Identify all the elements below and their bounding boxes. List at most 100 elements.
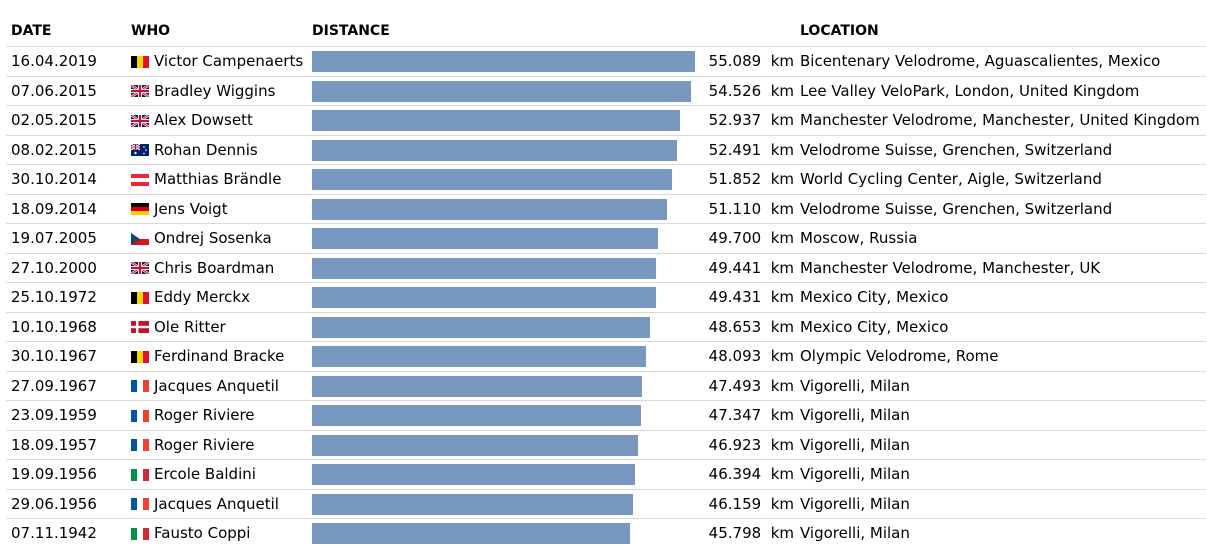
location-label: Moscow, Russia (800, 229, 918, 247)
table-row: 07.06.2015 Bradley Wiggins 54.526 km Lee Va… (6, 75, 1206, 107)
rider: Jacques Anquetil (131, 372, 279, 402)
rider-name: Ercole Baldini (154, 465, 256, 484)
date-label: 25.10.1972 (11, 288, 97, 306)
table-row: 18.09.2014 Jens Voigt 51.110 km Velodrome S… (6, 193, 1206, 225)
location-label: Vigorelli, Milan (800, 524, 910, 542)
distance-label: 49.700 km (708, 229, 794, 247)
austria-flag-icon (131, 173, 149, 186)
date-label: 30.10.1967 (11, 347, 97, 365)
distance-bar (312, 139, 677, 161)
location-label: Lee Valley VeloPark, London, United King… (800, 81, 1140, 100)
belgium-flag-icon (131, 291, 149, 304)
distance-label: 46.394 km (708, 465, 794, 483)
uk-flag-icon (131, 262, 149, 275)
australia-flag-icon (131, 144, 149, 157)
distance-label: 55.089 km (708, 52, 794, 70)
distance-label: 54.526 km (708, 81, 794, 100)
italy-flag-icon (131, 527, 149, 540)
distance-label: 46.923 km (708, 435, 794, 454)
rider-name: Eddy Merckx (154, 288, 250, 307)
distance-label: 47.347 km (708, 406, 794, 424)
date-label: 18.09.2014 (11, 199, 97, 218)
rider: Roger Riviere (131, 431, 255, 461)
france-flag-icon (131, 380, 149, 393)
location-label: Manchester Velodrome, Manchester, UK (800, 258, 1101, 277)
date-label: 07.11.1942 (11, 524, 97, 542)
location-label: Olympic Velodrome, Rome (800, 347, 999, 365)
distance-header: DISTANCE (312, 23, 390, 39)
rider: Jens Voigt (131, 195, 228, 225)
distance-bar (312, 80, 692, 102)
distance-label: 52.937 km (708, 111, 794, 129)
location-label: Manchester Velodrome, Manchester, United… (800, 111, 1200, 129)
date-label: 23.09.1959 (11, 406, 97, 424)
rider: Ercole Baldini (131, 460, 256, 490)
rider-name: Ole Ritter (154, 317, 226, 336)
distance-bar (312, 198, 668, 220)
distance-bar (312, 228, 658, 249)
italy-flag-icon (131, 468, 149, 481)
table-row: 19.07.2005 Ondrej Sosenka 49.700 km Moscow,… (6, 223, 1206, 254)
distance-bar (312, 110, 681, 131)
rider: Rohan Dennis (131, 136, 258, 166)
rider: Alex Dowsett (131, 106, 253, 136)
table-row: 16.04.2019 Victor Campenaerts 55.089 km Bic… (6, 46, 1206, 77)
rider-name: Jacques Anquetil (154, 376, 279, 395)
rider-name: Ondrej Sosenka (154, 229, 272, 248)
location-label: Vigorelli, Milan (800, 376, 910, 395)
rider: Bradley Wiggins (131, 77, 275, 107)
denmark-flag-icon (131, 321, 149, 334)
rider: Victor Campenaerts (131, 47, 303, 77)
table-row: 30.10.2014 Matthias Brändle 51.852 km World… (6, 164, 1206, 195)
distance-bar (312, 51, 695, 72)
distance-bar (312, 523, 631, 544)
rider: Fausto Coppi (131, 519, 250, 549)
distance-bar (312, 257, 656, 279)
table-row: 27.10.2000 Chris Boardman 49.441 km Manches… (6, 252, 1206, 284)
rider-name: Roger Riviere (154, 435, 255, 454)
table-row: 23.09.1959 Roger Riviere 47.347 km Vigorell… (6, 400, 1206, 431)
uk-flag-icon (131, 114, 149, 127)
rider-name: Chris Boardman (154, 258, 275, 277)
rider-name: Fausto Coppi (154, 524, 251, 543)
table-row: 10.10.1968 Ole Ritter 48.653 km Mexico City… (6, 311, 1206, 343)
rider: Ferdinand Bracke (131, 342, 284, 372)
distance-label: 49.431 km (708, 288, 794, 306)
date-header: DATE (11, 23, 52, 39)
date-label: 27.10.2000 (11, 258, 97, 277)
distance-bar (312, 346, 647, 367)
rider-name: Bradley Wiggins (154, 81, 276, 100)
rider: Ondrej Sosenka (131, 224, 272, 254)
distance-label: 52.491 km (708, 140, 794, 159)
location-label: Vigorelli, Milan (800, 435, 910, 454)
date-label: 10.10.1968 (11, 317, 97, 336)
location-label: Velodrome Suisse, Grenchen, Switzerland (800, 140, 1113, 159)
rider-name: Matthias Brändle (154, 170, 282, 189)
rider-name: Victor Campenaerts (154, 52, 304, 71)
france-flag-icon (131, 498, 149, 511)
location-label: Mexico City, Mexico (800, 317, 949, 336)
table-row: 07.11.1942 Fausto Coppi 45.798 km Vigorelli… (6, 518, 1206, 549)
france-flag-icon (131, 439, 149, 452)
rider: Ole Ritter (131, 313, 226, 343)
table-row: 29.06.1956 Jacques Anquetil 46.159 km Vigor… (6, 488, 1206, 520)
rider-name: Ferdinand Bracke (154, 347, 285, 366)
rider-name: Jacques Anquetil (154, 494, 279, 513)
germany-flag-icon (131, 203, 149, 216)
distance-bar (312, 316, 651, 338)
location-label: Bicentenary Velodrome, Aguascalientes, M… (800, 52, 1161, 70)
rider-name: Rohan Dennis (154, 140, 258, 159)
distance-bar (312, 464, 635, 485)
distance-label: 49.441 km (708, 258, 794, 277)
uk-flag-icon (131, 85, 149, 98)
location-label: World Cycling Center, Aigle, Switzerland (800, 170, 1102, 188)
distance-label: 45.798 km (708, 524, 794, 542)
czech-flag-icon (131, 232, 149, 245)
distance-bar (312, 493, 633, 515)
table-row: 27.09.1967 Jacques Anquetil 47.493 km Vigor… (6, 370, 1206, 402)
table-row: 02.05.2015 Alex Dowsett 52.937 km Mancheste… (6, 105, 1206, 136)
date-label: 07.06.2015 (11, 81, 97, 100)
distance-bar (312, 287, 656, 308)
date-label: 29.06.1956 (11, 494, 97, 513)
